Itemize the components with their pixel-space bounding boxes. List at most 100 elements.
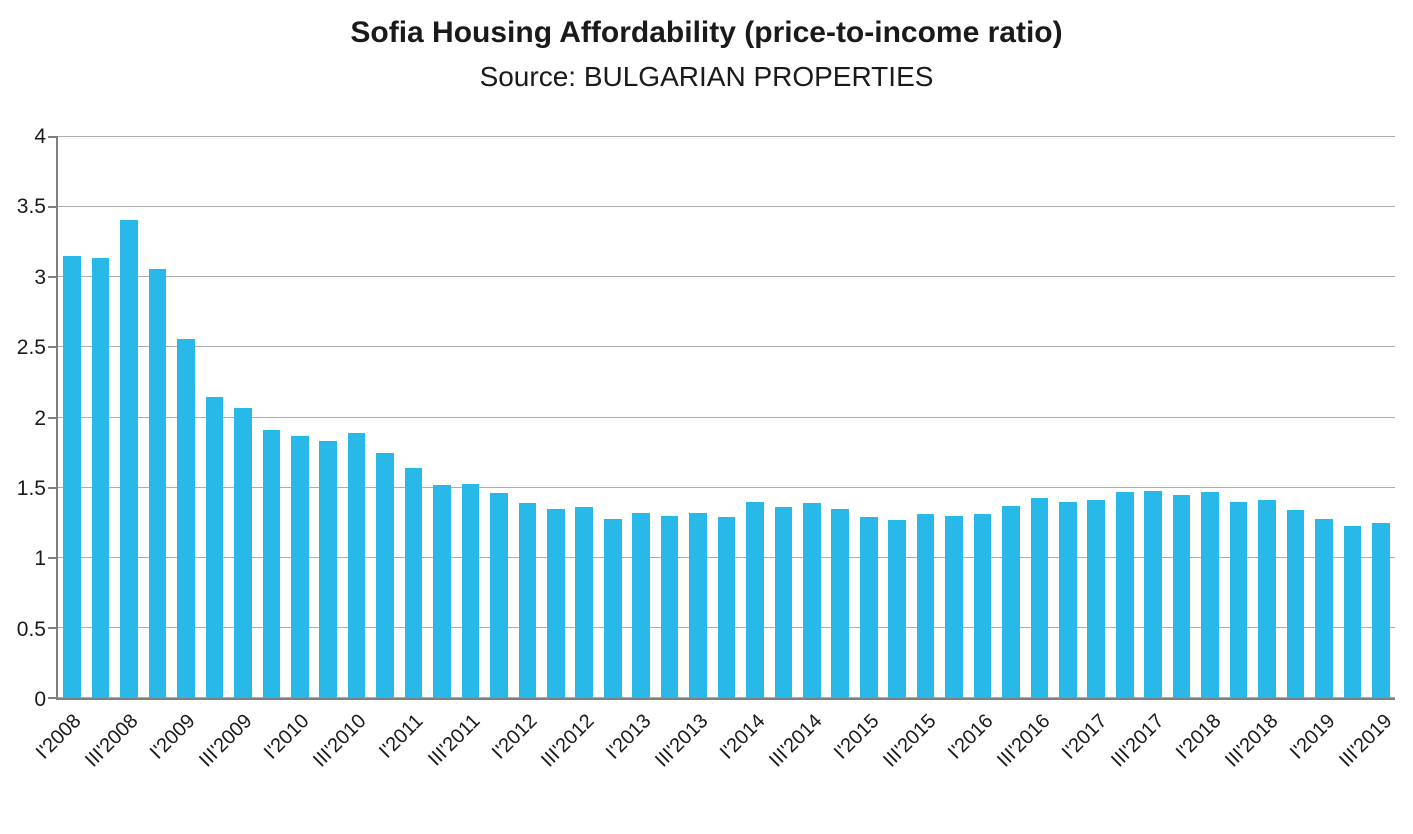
x-axis-labels: I'2008 III'2008 I'2009 III'2009 I'2010 III'20… xyxy=(32,700,1397,810)
bar xyxy=(461,483,480,699)
x-tick-label: III'2011 xyxy=(424,710,485,771)
x-tick-label: III'2017 xyxy=(1106,710,1169,772)
bar xyxy=(859,517,878,699)
y-tick-label: 3 xyxy=(34,265,46,289)
x-tick-label: III'2010 xyxy=(309,710,371,772)
gridline xyxy=(58,136,1395,138)
bar xyxy=(1343,525,1362,699)
bar xyxy=(973,514,992,699)
x-tick-label: III'2016 xyxy=(992,710,1055,772)
y-tick-label: 2.5 xyxy=(16,336,46,360)
y-axis-tick xyxy=(48,136,58,139)
bar xyxy=(376,452,394,699)
x-tick-label: III'2012 xyxy=(537,710,599,772)
x-tick-label: I'2019 xyxy=(1285,710,1340,764)
y-axis-tick xyxy=(48,346,58,349)
x-tick-label: I'2014 xyxy=(715,710,770,764)
bar xyxy=(262,430,281,699)
bar xyxy=(888,519,906,699)
x-tick-label: I'2010 xyxy=(260,710,314,764)
chart-subtitle: Source: BULGARIAN PROPERTIES xyxy=(479,60,934,92)
bar xyxy=(234,407,252,699)
bar xyxy=(1315,518,1333,699)
bar xyxy=(148,268,167,699)
x-tick-label: I'2013 xyxy=(601,710,656,764)
bar xyxy=(290,435,309,699)
y-axis-tick xyxy=(48,697,58,700)
x-tick-label: I'2012 xyxy=(487,710,542,764)
x-tick-label: I'2018 xyxy=(1171,710,1226,764)
bar xyxy=(1002,505,1020,699)
x-tick-label: III'2009 xyxy=(195,710,257,772)
plot-region: 0 0.5 1 1.5 2 2.5 3 3.5 4 xyxy=(0,125,1395,711)
bar xyxy=(1258,500,1276,699)
bar xyxy=(91,257,110,699)
x-tick-label: I'2017 xyxy=(1057,710,1112,764)
y-tick-label: 4 xyxy=(34,125,46,149)
x-tick-label: I'2016 xyxy=(943,710,998,764)
bar xyxy=(1059,501,1077,699)
bar xyxy=(660,515,679,699)
bar xyxy=(1030,497,1049,699)
x-tick-label: I'2011 xyxy=(375,710,428,763)
bar xyxy=(63,256,82,699)
bar xyxy=(831,508,850,699)
y-tick-label: 1 xyxy=(34,547,46,571)
x-tick-label: III'2008 xyxy=(81,710,143,772)
y-axis-labels: 0 0.5 1 1.5 2 2.5 3 3.5 4 xyxy=(0,125,56,711)
bar xyxy=(774,507,793,699)
bar xyxy=(916,514,935,699)
bar xyxy=(404,468,423,699)
x-tick-label: I'2009 xyxy=(146,710,200,764)
bar xyxy=(1371,522,1390,699)
bar xyxy=(1144,490,1162,699)
x-tick-label: III'2018 xyxy=(1220,710,1283,772)
bar xyxy=(433,484,451,699)
bar xyxy=(803,503,821,699)
bar xyxy=(1172,494,1191,699)
bar xyxy=(746,501,764,699)
bar xyxy=(1087,500,1106,699)
x-tick-label: I'2008 xyxy=(32,710,86,764)
bar xyxy=(518,503,537,699)
gridline xyxy=(58,276,1395,278)
gridline xyxy=(58,486,1395,488)
y-tick-label: 0.5 xyxy=(16,617,46,641)
bar xyxy=(120,219,138,699)
y-tick-label: 1.5 xyxy=(16,476,46,500)
y-tick-label: 3.5 xyxy=(16,195,46,219)
gridline xyxy=(58,206,1395,208)
y-axis-tick xyxy=(48,416,58,419)
bar xyxy=(490,493,508,699)
bar xyxy=(177,339,195,699)
bar xyxy=(632,512,650,699)
bar xyxy=(603,518,622,699)
x-tick-label: III'2015 xyxy=(878,710,941,772)
plot-area xyxy=(48,136,1395,701)
y-axis-tick xyxy=(48,276,58,279)
bar xyxy=(1115,491,1134,699)
x-tick-label: III'2019 xyxy=(1334,710,1397,772)
bar xyxy=(1229,501,1248,699)
bar xyxy=(575,507,594,699)
bar xyxy=(717,517,736,699)
bar xyxy=(205,396,224,699)
gridline xyxy=(58,346,1395,348)
y-axis-tick xyxy=(48,206,58,209)
y-axis-tick xyxy=(48,556,58,559)
x-tick-label: III'2014 xyxy=(765,710,827,772)
bar xyxy=(689,512,707,699)
y-tick-label: 2 xyxy=(34,406,46,430)
bar xyxy=(1201,491,1219,699)
gridline xyxy=(58,416,1395,418)
bar xyxy=(347,433,366,699)
chart-title: Sofia Housing Affordability (price-to-in… xyxy=(350,16,1063,49)
bar xyxy=(1286,510,1305,699)
y-axis-tick xyxy=(48,486,58,489)
y-tick-label: 0 xyxy=(34,688,46,712)
x-tick-label: III'2013 xyxy=(651,710,713,772)
x-tick-label: I'2015 xyxy=(829,710,884,764)
bar xyxy=(945,515,963,699)
bar xyxy=(319,441,338,699)
